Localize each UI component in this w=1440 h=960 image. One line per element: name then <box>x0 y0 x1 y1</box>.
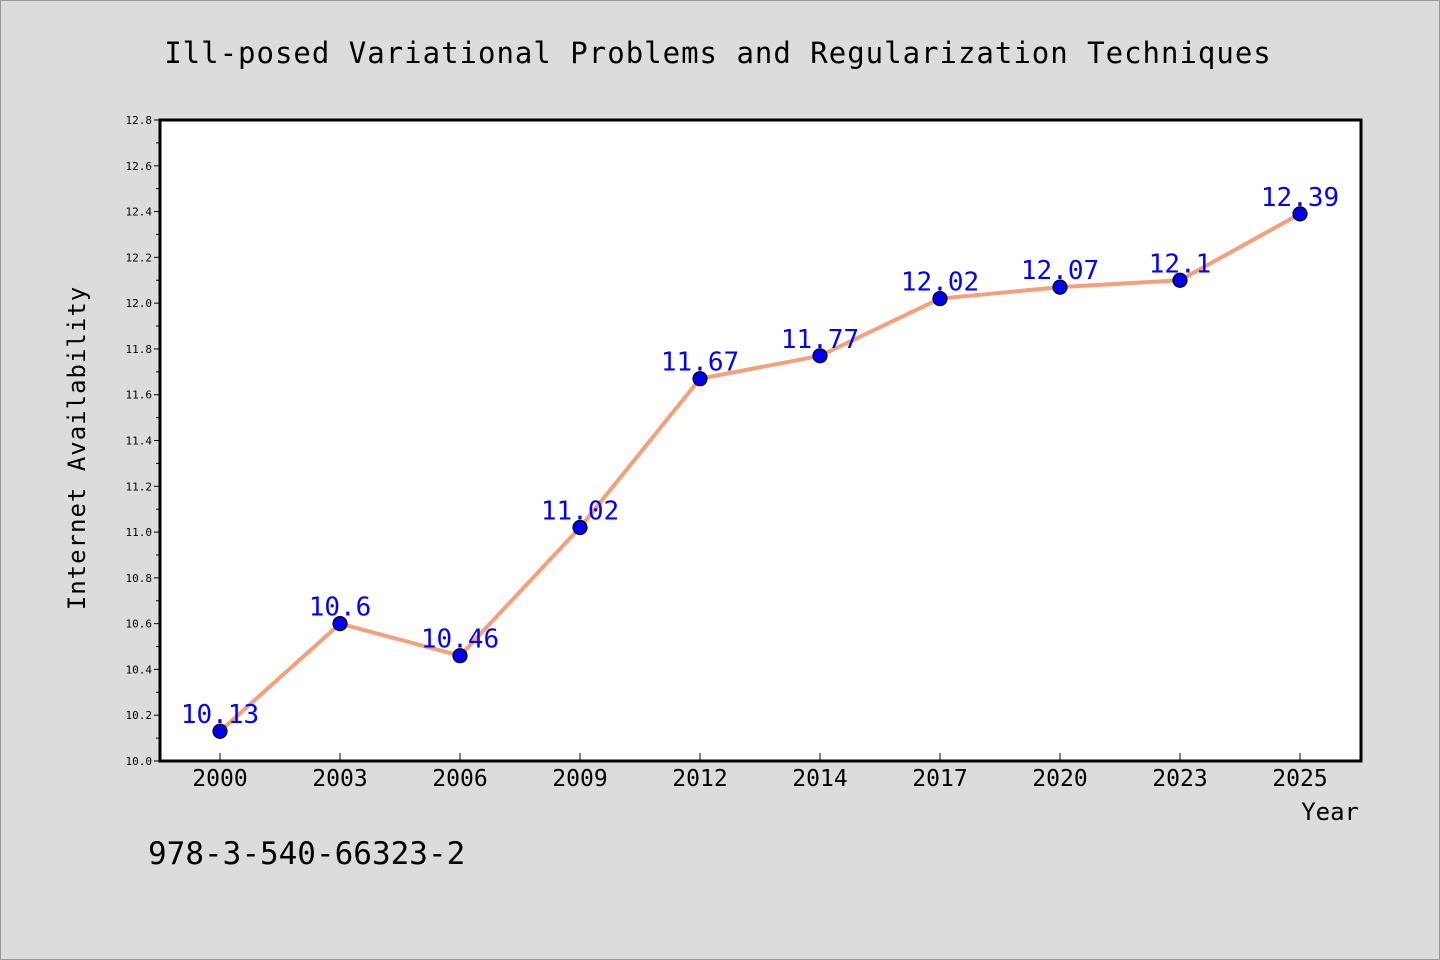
series-line <box>218 211 1302 734</box>
y-tick-label: 10.6 <box>126 618 153 631</box>
y-tick-label: 10.8 <box>126 572 153 585</box>
y-tick-label: 12.2 <box>126 251 153 264</box>
x-axis-ticks: 2000 2003 2006 2009 2012 2014 2017 2020 2023 2025 <box>192 753 1328 792</box>
series-line-group <box>218 211 1302 734</box>
y-tick-label: 10.2 <box>126 709 153 722</box>
series-markers <box>212 206 1308 739</box>
chart-title: Ill-posed Variational Problems and Regul… <box>164 36 1272 70</box>
x-tick-label: 2000 <box>192 766 247 792</box>
x-tick-label: 2012 <box>672 766 727 792</box>
x-tick-label: 2009 <box>552 766 607 792</box>
data-label: 12.02 <box>901 268 979 298</box>
data-label: 11.77 <box>781 325 859 355</box>
y-tick-label: 12.6 <box>126 160 153 173</box>
data-point <box>1292 206 1308 222</box>
y-tick-label: 10.4 <box>126 663 153 676</box>
plot-area <box>158 118 1363 763</box>
data-point <box>572 519 588 536</box>
y-axis-label: Internet Availability <box>63 286 91 610</box>
y-tick-label: 12.4 <box>126 206 153 219</box>
x-tick-label: 2003 <box>312 766 367 792</box>
data-point <box>452 648 468 664</box>
x-tick-label: 2006 <box>432 766 487 792</box>
y-tick-label: 12.0 <box>126 297 153 310</box>
data-labels: 10.13 10.6 10.46 11.02 11.67 11.77 12.02 12.07 1… <box>181 183 1339 730</box>
y-tick-label: 11.2 <box>126 480 153 493</box>
y-tick-label: 11.8 <box>126 343 153 356</box>
x-tick-label: 2025 <box>1272 766 1327 792</box>
data-label: 11.02 <box>541 496 619 526</box>
data-point <box>1052 279 1068 295</box>
data-point <box>812 348 828 364</box>
isbn-text: 978-3-540-66323-2 <box>148 836 465 872</box>
y-tick-label: 11.0 <box>126 526 153 539</box>
data-label: 12.39 <box>1261 183 1339 213</box>
y-tick-label: 11.6 <box>126 389 153 402</box>
data-point <box>1172 272 1188 288</box>
data-point <box>332 616 348 632</box>
y-tick-label: 12.8 <box>126 114 153 127</box>
data-point <box>932 290 948 307</box>
data-point <box>212 723 228 739</box>
y-tick-label: 10.0 <box>126 755 153 768</box>
x-tick-label: 2017 <box>912 766 967 792</box>
x-tick-label: 2023 <box>1152 766 1207 792</box>
data-label: 10.13 <box>181 700 259 730</box>
data-point <box>692 371 708 387</box>
data-label: 10.6 <box>309 593 372 623</box>
x-tick-label: 2014 <box>792 766 847 792</box>
y-axis-ticks: 10.0 10.2 10.4 10.6 10.8 11.0 11.2 11.4 11.6 11.8… <box>126 114 160 768</box>
y-tick-label: 11.4 <box>126 435 153 448</box>
x-tick-label: 2020 <box>1032 766 1087 792</box>
data-label: 12.1 <box>1149 249 1212 279</box>
data-label: 11.67 <box>661 348 739 378</box>
data-label: 10.46 <box>421 625 499 655</box>
data-label: 12.07 <box>1021 256 1099 286</box>
x-axis-label: Year <box>1301 798 1359 826</box>
